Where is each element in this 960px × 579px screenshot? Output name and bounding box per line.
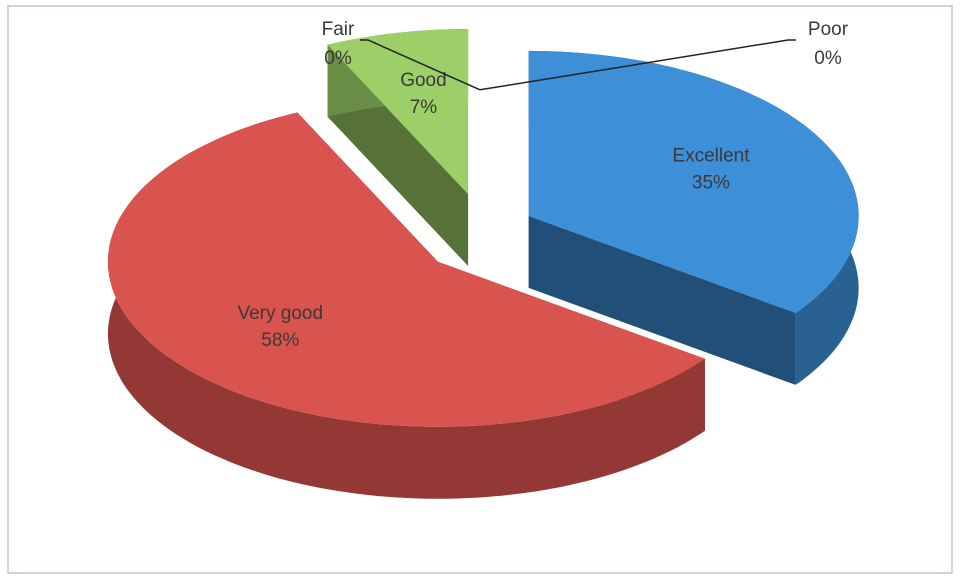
- labels: Excellent 35% Very good 58% Good 7% Fair 0% Poor…: [237, 19, 848, 351]
- slice-label: Fair: [322, 19, 355, 40]
- slice-value-label: 58%: [261, 330, 299, 351]
- slice: [107, 112, 705, 427]
- slice-value-label: 0%: [814, 48, 842, 69]
- slice-cut-face: [528, 215, 796, 385]
- slice-value-label: 35%: [692, 173, 730, 194]
- slice: [528, 50, 859, 313]
- slice-label: Excellent: [672, 146, 750, 167]
- slice: [327, 29, 469, 194]
- slice-label: Good: [400, 70, 446, 91]
- slice-side: [107, 112, 705, 499]
- slice-label: Very good: [237, 303, 323, 324]
- slice-value-label: 7%: [410, 97, 438, 118]
- slice-value-label: 0%: [324, 48, 352, 69]
- slice-label: Poor: [808, 19, 849, 40]
- leader-line: [360, 39, 481, 91]
- leader-line: [479, 39, 796, 91]
- slice-tops: [107, 29, 859, 427]
